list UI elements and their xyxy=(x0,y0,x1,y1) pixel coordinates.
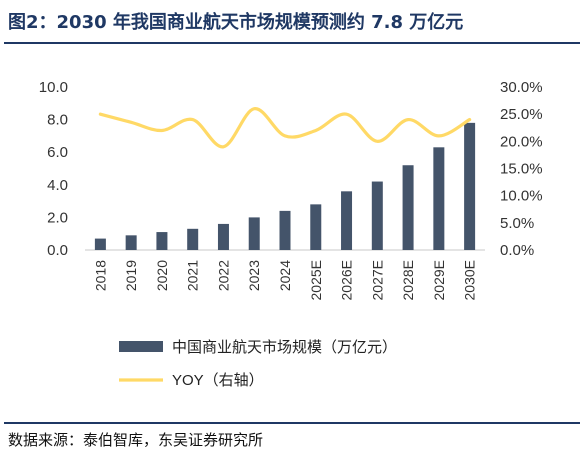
legend-swatch-bar xyxy=(119,341,163,352)
right-tick-label: 10.0% xyxy=(500,188,543,205)
right-tick-label: 5.0% xyxy=(500,215,534,232)
right-tick-label: 0.0% xyxy=(500,242,534,259)
bar xyxy=(402,165,414,250)
bar xyxy=(248,217,260,250)
footer-rule xyxy=(4,422,580,424)
right-tick-label: 30.0% xyxy=(500,79,543,96)
category-label: 2024 xyxy=(277,260,293,291)
category-label: 2021 xyxy=(185,260,201,291)
category-label: 2022 xyxy=(215,260,231,291)
category-label: 2026E xyxy=(339,260,355,300)
title-rule xyxy=(4,42,580,44)
left-tick-label: 6.0 xyxy=(47,144,68,161)
figure-title: 图2：2030 年我国商业航天市场规模预测约 7.8 万亿元 xyxy=(8,12,464,33)
chart: 0.0 2.0 4.0 6.0 8.0 10.0 0.0% 5.0% 10.0% 15.0% 20.… xyxy=(39,79,543,389)
left-tick-label: 0.0 xyxy=(47,242,68,259)
category-label: 2018 xyxy=(92,260,108,291)
legend-label-line: YOY（右轴） xyxy=(172,372,264,389)
category-label: 2023 xyxy=(246,260,262,291)
bar xyxy=(433,147,445,250)
left-tick-label: 4.0 xyxy=(47,177,68,194)
bar xyxy=(371,181,383,250)
left-tick-label: 10.0 xyxy=(39,79,68,96)
legend-label-bar: 中国商业航天市场规模（万亿元） xyxy=(172,339,397,356)
category-label: 2019 xyxy=(123,260,139,291)
bar xyxy=(217,223,229,250)
yoy-line xyxy=(98,107,472,149)
category-label: 2029E xyxy=(431,260,447,300)
category-label: 2025E xyxy=(308,260,324,300)
bar xyxy=(187,228,199,250)
right-tick-label: 25.0% xyxy=(500,106,543,123)
bar xyxy=(125,235,137,250)
right-tick-label: 15.0% xyxy=(500,161,543,178)
bar xyxy=(156,232,168,250)
category-label: 2027E xyxy=(369,260,385,300)
bar xyxy=(310,204,322,250)
right-tick-label: 20.0% xyxy=(500,133,543,150)
category-label: 2030E xyxy=(462,260,478,300)
left-tick-label: 2.0 xyxy=(47,209,68,226)
category-label: 2020 xyxy=(154,260,170,291)
source-note: 数据来源：泰伯智库，东吴证券研究所 xyxy=(8,431,264,449)
bar xyxy=(341,191,353,250)
bar xyxy=(94,238,106,250)
category-label: 2028E xyxy=(400,260,416,300)
bar xyxy=(279,210,291,250)
bar xyxy=(464,122,476,250)
left-tick-label: 8.0 xyxy=(47,112,68,129)
